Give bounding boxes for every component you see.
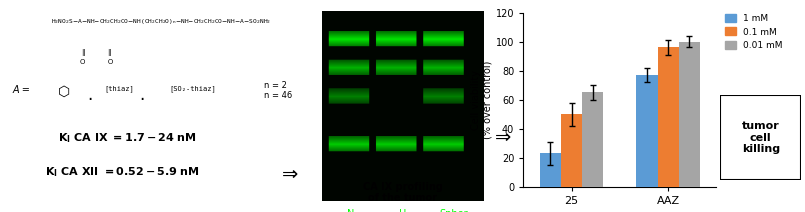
Y-axis label: Cell viability
(% over control): Cell viability (% over control) bbox=[472, 60, 493, 139]
Text: [SO₂-thiaz]: [SO₂-thiaz] bbox=[170, 85, 217, 92]
Text: A =: A = bbox=[13, 85, 34, 95]
Text: ⇒: ⇒ bbox=[282, 165, 298, 184]
Text: [thiaz]: [thiaz] bbox=[105, 85, 134, 92]
Text: CA IX profiling
of the tumor: CA IX profiling of the tumor bbox=[362, 182, 443, 203]
Text: $\mathbf{K_I}$ $\mathbf{CA\ XII}$ $\mathbf{= 0.52 - 5.9\ nM}$: $\mathbf{K_I}$ $\mathbf{CA\ XII}$ $\math… bbox=[45, 165, 200, 179]
Text: ⇒: ⇒ bbox=[495, 128, 511, 147]
Text: ·: · bbox=[88, 91, 93, 109]
Text: tumor
cell
killing: tumor cell killing bbox=[741, 121, 780, 154]
Text: N: N bbox=[347, 209, 355, 212]
Legend: 1 mM, 0.1 mM, 0.01 mM: 1 mM, 0.1 mM, 0.01 mM bbox=[724, 14, 782, 50]
Text: O          O: O O bbox=[80, 59, 114, 65]
Bar bbox=[582, 92, 604, 187]
Bar bbox=[679, 42, 700, 187]
Text: ‖          ‖: ‖ ‖ bbox=[82, 49, 111, 56]
Text: ⬡: ⬡ bbox=[58, 85, 71, 99]
Bar bbox=[561, 114, 582, 187]
Text: n = 2
n = 46: n = 2 n = 46 bbox=[264, 81, 292, 100]
Bar bbox=[539, 153, 561, 187]
Text: Spher: Spher bbox=[440, 209, 469, 212]
Text: H$_2$NO$_2$S$-$A$-$NH$-$CH$_2$CH$_2$CO$-$NH$\mathregular{(CH_2CH_2O)_n}$$-$NH$-$: H$_2$NO$_2$S$-$A$-$NH$-$CH$_2$CH$_2$CO$-… bbox=[51, 17, 271, 26]
Bar bbox=[636, 75, 658, 187]
Bar bbox=[658, 47, 679, 187]
Text: ·: · bbox=[139, 91, 144, 109]
Text: $\mathbf{K_I}$ $\mathbf{CA\ IX}$ $\mathbf{= 1.7 - 24\ nM}$: $\mathbf{K_I}$ $\mathbf{CA\ IX}$ $\mathb… bbox=[58, 131, 196, 145]
Text: H: H bbox=[398, 209, 407, 212]
